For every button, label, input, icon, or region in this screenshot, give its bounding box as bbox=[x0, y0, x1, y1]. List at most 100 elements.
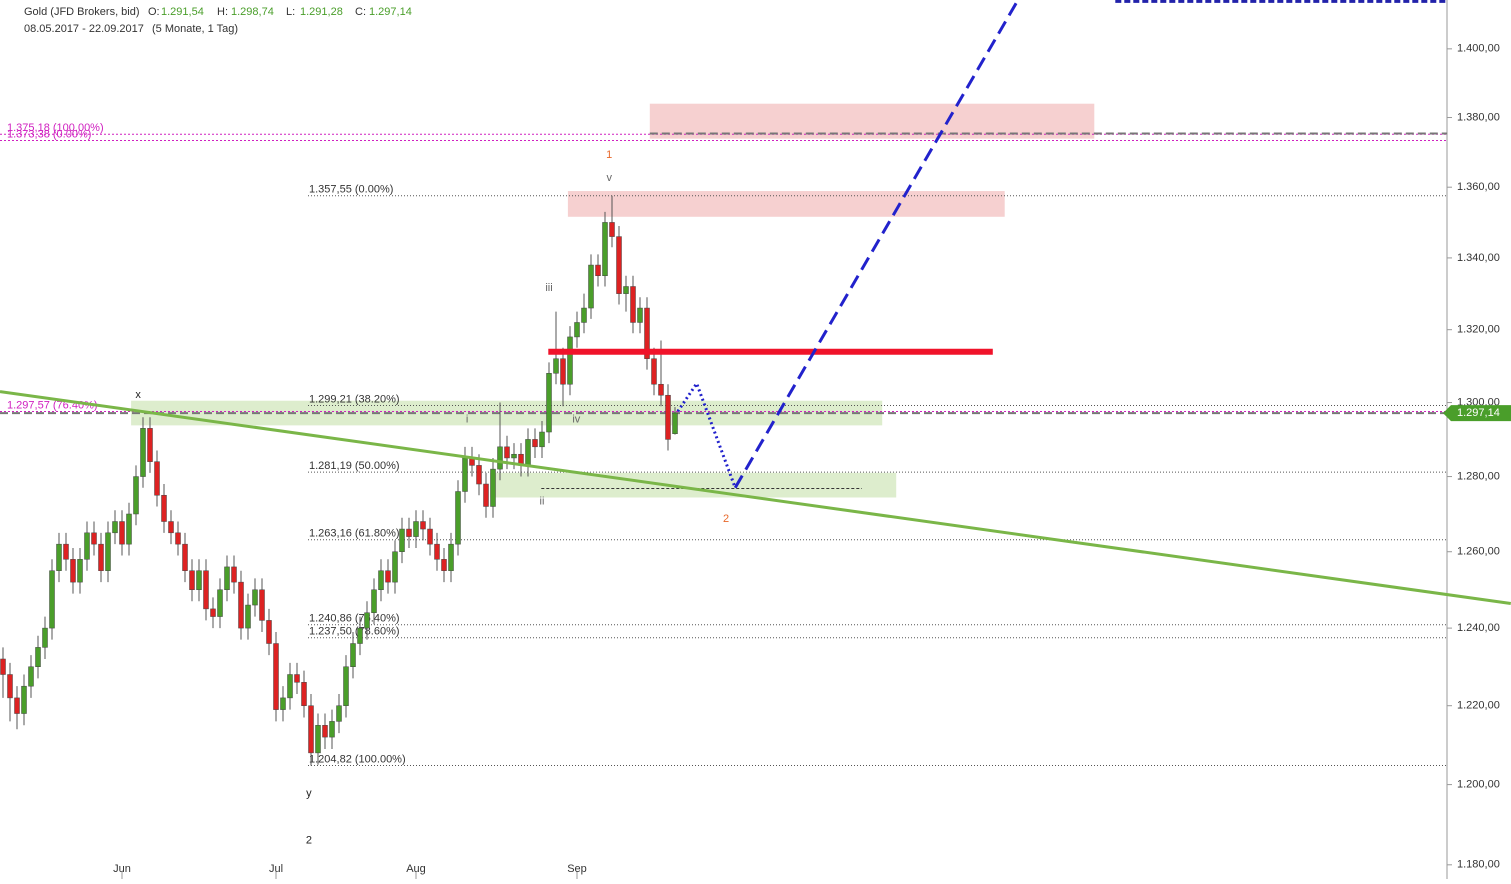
header-value: 1.297,14 bbox=[369, 6, 412, 18]
candle-body bbox=[14, 697, 20, 714]
candle-body bbox=[245, 604, 251, 629]
candle-body bbox=[483, 483, 489, 507]
candle-body bbox=[462, 457, 468, 492]
trendline bbox=[0, 390, 1511, 606]
x-tick-label: Jul bbox=[269, 863, 283, 875]
candle-body bbox=[266, 620, 272, 644]
candle-body bbox=[315, 725, 321, 754]
candle-body bbox=[161, 494, 167, 522]
candle-body bbox=[553, 358, 559, 374]
candle-body bbox=[210, 608, 216, 617]
y-tick-label: 1.360,00 bbox=[1457, 181, 1500, 193]
projection-dotted bbox=[676, 380, 737, 489]
candle-body bbox=[112, 521, 118, 534]
y-tick-label: 1.260,00 bbox=[1457, 546, 1500, 558]
wave-label: v bbox=[606, 172, 612, 184]
candle-body bbox=[588, 264, 594, 309]
candle-body bbox=[546, 373, 552, 433]
header-label: O: bbox=[148, 6, 160, 18]
fib-label: 1.263,16 (61.80%) bbox=[309, 528, 400, 540]
candle-body bbox=[84, 532, 90, 560]
price-tag-label: 1.297,14 bbox=[1457, 407, 1500, 419]
pink-label: 1.375,18 (100.00%) bbox=[7, 122, 104, 134]
candle-body bbox=[35, 647, 41, 667]
candle-body bbox=[378, 570, 384, 591]
wave-label: y bbox=[306, 788, 312, 800]
candle-body bbox=[406, 528, 412, 537]
candle-body bbox=[322, 725, 328, 738]
wave-label: i bbox=[466, 413, 468, 425]
candle-body bbox=[182, 543, 188, 571]
candle-body bbox=[203, 570, 209, 610]
candle-body bbox=[364, 612, 370, 629]
zone bbox=[567, 191, 1005, 217]
candle-body bbox=[350, 643, 356, 667]
fib-label: 1.281,19 (50.00%) bbox=[309, 460, 400, 472]
candle-body bbox=[343, 666, 349, 706]
candle-body bbox=[287, 674, 293, 699]
candle-body bbox=[539, 431, 545, 448]
candle-body bbox=[224, 566, 230, 591]
header-label: L: bbox=[286, 6, 295, 18]
y-tick-label: 1.380,00 bbox=[1457, 111, 1500, 123]
candle-body bbox=[308, 705, 314, 754]
wave-label: 2 bbox=[306, 835, 312, 847]
candle-body bbox=[196, 570, 202, 591]
y-tick-label: 1.200,00 bbox=[1457, 779, 1500, 791]
header-label: H: bbox=[217, 6, 228, 18]
header-value: 1.291,28 bbox=[300, 6, 343, 18]
candle-body bbox=[455, 491, 461, 545]
candle-body bbox=[56, 543, 62, 571]
candle-body bbox=[154, 461, 160, 496]
fib-label: 1.204,82 (100.00%) bbox=[309, 753, 406, 765]
candle-body bbox=[413, 521, 419, 537]
candle-body bbox=[504, 446, 510, 459]
wave-label: 2 bbox=[723, 513, 729, 525]
y-tick-label: 1.400,00 bbox=[1457, 43, 1500, 55]
candle-body bbox=[98, 543, 104, 571]
y-tick-label: 1.320,00 bbox=[1457, 324, 1500, 336]
wave-label: x bbox=[135, 389, 141, 401]
candle-body bbox=[329, 721, 335, 738]
candle-body bbox=[28, 666, 34, 687]
candle-body bbox=[119, 521, 125, 545]
price-tag bbox=[1443, 405, 1511, 422]
candle-body bbox=[609, 222, 615, 237]
candle-body bbox=[672, 412, 678, 434]
candle-body bbox=[525, 439, 531, 466]
candle-body bbox=[567, 336, 573, 385]
candle-body bbox=[189, 570, 195, 591]
candle-body bbox=[574, 322, 580, 338]
candle-body bbox=[644, 307, 650, 359]
candle-body bbox=[63, 543, 69, 560]
candle-body bbox=[658, 383, 664, 396]
candle-body bbox=[168, 521, 174, 534]
candle-body bbox=[420, 521, 426, 530]
candle-body bbox=[70, 559, 76, 583]
candle-body bbox=[434, 543, 440, 560]
candle-body bbox=[49, 570, 55, 629]
candle-body bbox=[280, 697, 286, 710]
candle-body bbox=[301, 682, 307, 706]
candle-body bbox=[532, 439, 538, 448]
candle-body bbox=[105, 532, 111, 571]
candle-body bbox=[91, 532, 97, 545]
candle-body bbox=[294, 674, 300, 683]
candle-body bbox=[392, 551, 398, 583]
candle-body bbox=[602, 222, 608, 277]
candle-body bbox=[42, 627, 48, 648]
candle-body bbox=[238, 581, 244, 629]
candle-body bbox=[357, 627, 363, 644]
chart-title: Gold (JFD Brokers, bid) bbox=[24, 6, 140, 18]
fib-label: 1.357,55 (0.00%) bbox=[309, 184, 393, 196]
pink-label: 1.297,57 (76.40%) bbox=[7, 399, 98, 411]
candle-body bbox=[385, 570, 391, 583]
candle-body bbox=[581, 307, 587, 323]
candle-body bbox=[147, 428, 153, 462]
candle-body bbox=[126, 513, 132, 545]
candle-body bbox=[448, 543, 454, 571]
candle-body bbox=[273, 643, 279, 710]
candle-body bbox=[217, 589, 223, 617]
candle-body bbox=[511, 453, 517, 459]
